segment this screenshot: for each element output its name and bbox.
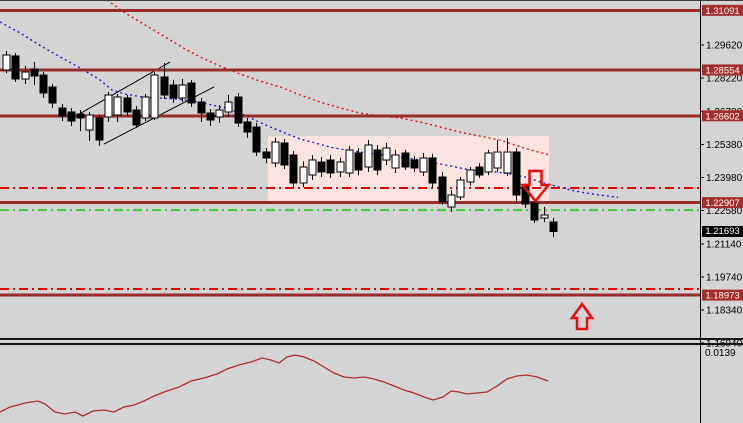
candles-series (2, 51, 558, 238)
candle-bear (289, 154, 298, 184)
candle-bull (21, 71, 30, 80)
candle-bull (271, 141, 280, 164)
candle-bear (30, 68, 39, 77)
axis-tick-label: 1.28220 (706, 73, 743, 84)
candle-bear (354, 152, 363, 171)
candle-bear (160, 76, 169, 96)
candle-bear (549, 221, 558, 232)
candle-bear (132, 109, 141, 126)
price-level-badge-label: 1.22907 (705, 198, 739, 209)
candle-bear (76, 113, 85, 119)
candle-bear (169, 84, 178, 99)
candle-bear (475, 166, 484, 176)
candle-bear (39, 74, 48, 94)
candle-bull (503, 151, 512, 174)
price-level-badge (702, 289, 743, 301)
candle-bull (364, 144, 373, 168)
candle-bull (215, 109, 224, 118)
candle-bear (206, 112, 215, 121)
candle-bull (484, 152, 493, 173)
candle-bear (123, 97, 132, 113)
candle-bear (243, 121, 252, 133)
candle-bull (456, 179, 465, 198)
candle-bull (2, 54, 11, 71)
candle-bear (262, 151, 271, 159)
candle-bull (345, 149, 354, 174)
candle-bull (113, 96, 122, 116)
ma-blue-dotted (0, 21, 619, 199)
price-level-badge-label: 1.18973 (705, 291, 739, 302)
candle-bear (428, 157, 437, 184)
price-level-badge-label: 1.26602 (705, 111, 739, 122)
candle-bear (252, 126, 261, 153)
price-level-badge (702, 197, 743, 209)
candle-bear (401, 152, 410, 168)
candle-bull (178, 84, 187, 99)
axis-tick-label: 1.21140 (706, 240, 742, 251)
ma-red-dotted (106, 0, 551, 156)
current-price-badge: 1.21693 (702, 226, 743, 237)
candle-bear (11, 55, 20, 80)
candle-bear (280, 142, 289, 166)
axis-tick-label: 1.18340 (706, 305, 743, 316)
candle-bull (224, 101, 233, 113)
candle-bull (447, 194, 456, 208)
candle-bull (85, 114, 94, 131)
price-level-badge (702, 4, 743, 16)
candle-bear (197, 101, 206, 114)
price-level-badge (702, 110, 743, 122)
candle-bear (438, 176, 447, 203)
axis-tick-label: 1.19740 (706, 273, 743, 284)
axis-tick-label: 1.25380 (706, 140, 743, 151)
candle-bear (317, 161, 326, 173)
candle-bull (141, 96, 150, 119)
indicator-value: 0.0139 (705, 348, 736, 359)
candle-bull (391, 154, 400, 169)
down-arrow[interactable] (519, 169, 552, 203)
candle-bear (530, 202, 539, 221)
price-level-badge (702, 64, 743, 76)
candle-bull (493, 151, 502, 169)
candle-bear (234, 96, 243, 124)
indicator-line (0, 354, 549, 417)
candle-bull (382, 147, 391, 161)
candle-bull (308, 159, 317, 176)
candle-bull (466, 169, 475, 183)
price-level-badge-label: 1.31091 (705, 6, 739, 17)
candle-bear (187, 82, 196, 104)
up-arrow[interactable] (569, 301, 595, 331)
candle-bear (512, 151, 521, 196)
candle-bear (373, 149, 382, 171)
candle-bull (419, 157, 428, 173)
candle-bull (104, 94, 113, 118)
candle-bear (67, 111, 76, 122)
candle-bear (48, 86, 57, 104)
candle-bear (326, 159, 335, 174)
candle-bear (58, 107, 67, 117)
axis-tick-label: 1.29620 (706, 40, 743, 51)
axis-tick-label: 1.22580 (706, 206, 743, 217)
candle-bull (150, 74, 159, 119)
candle-bear (410, 159, 419, 169)
candle-bear (95, 117, 104, 141)
candle-bull (336, 161, 345, 173)
axis-tick-label: 1.23980 (706, 173, 743, 184)
candle-bull (540, 214, 549, 219)
candle-bull (299, 166, 308, 184)
price-level-badge-label: 1.28554 (705, 65, 739, 76)
